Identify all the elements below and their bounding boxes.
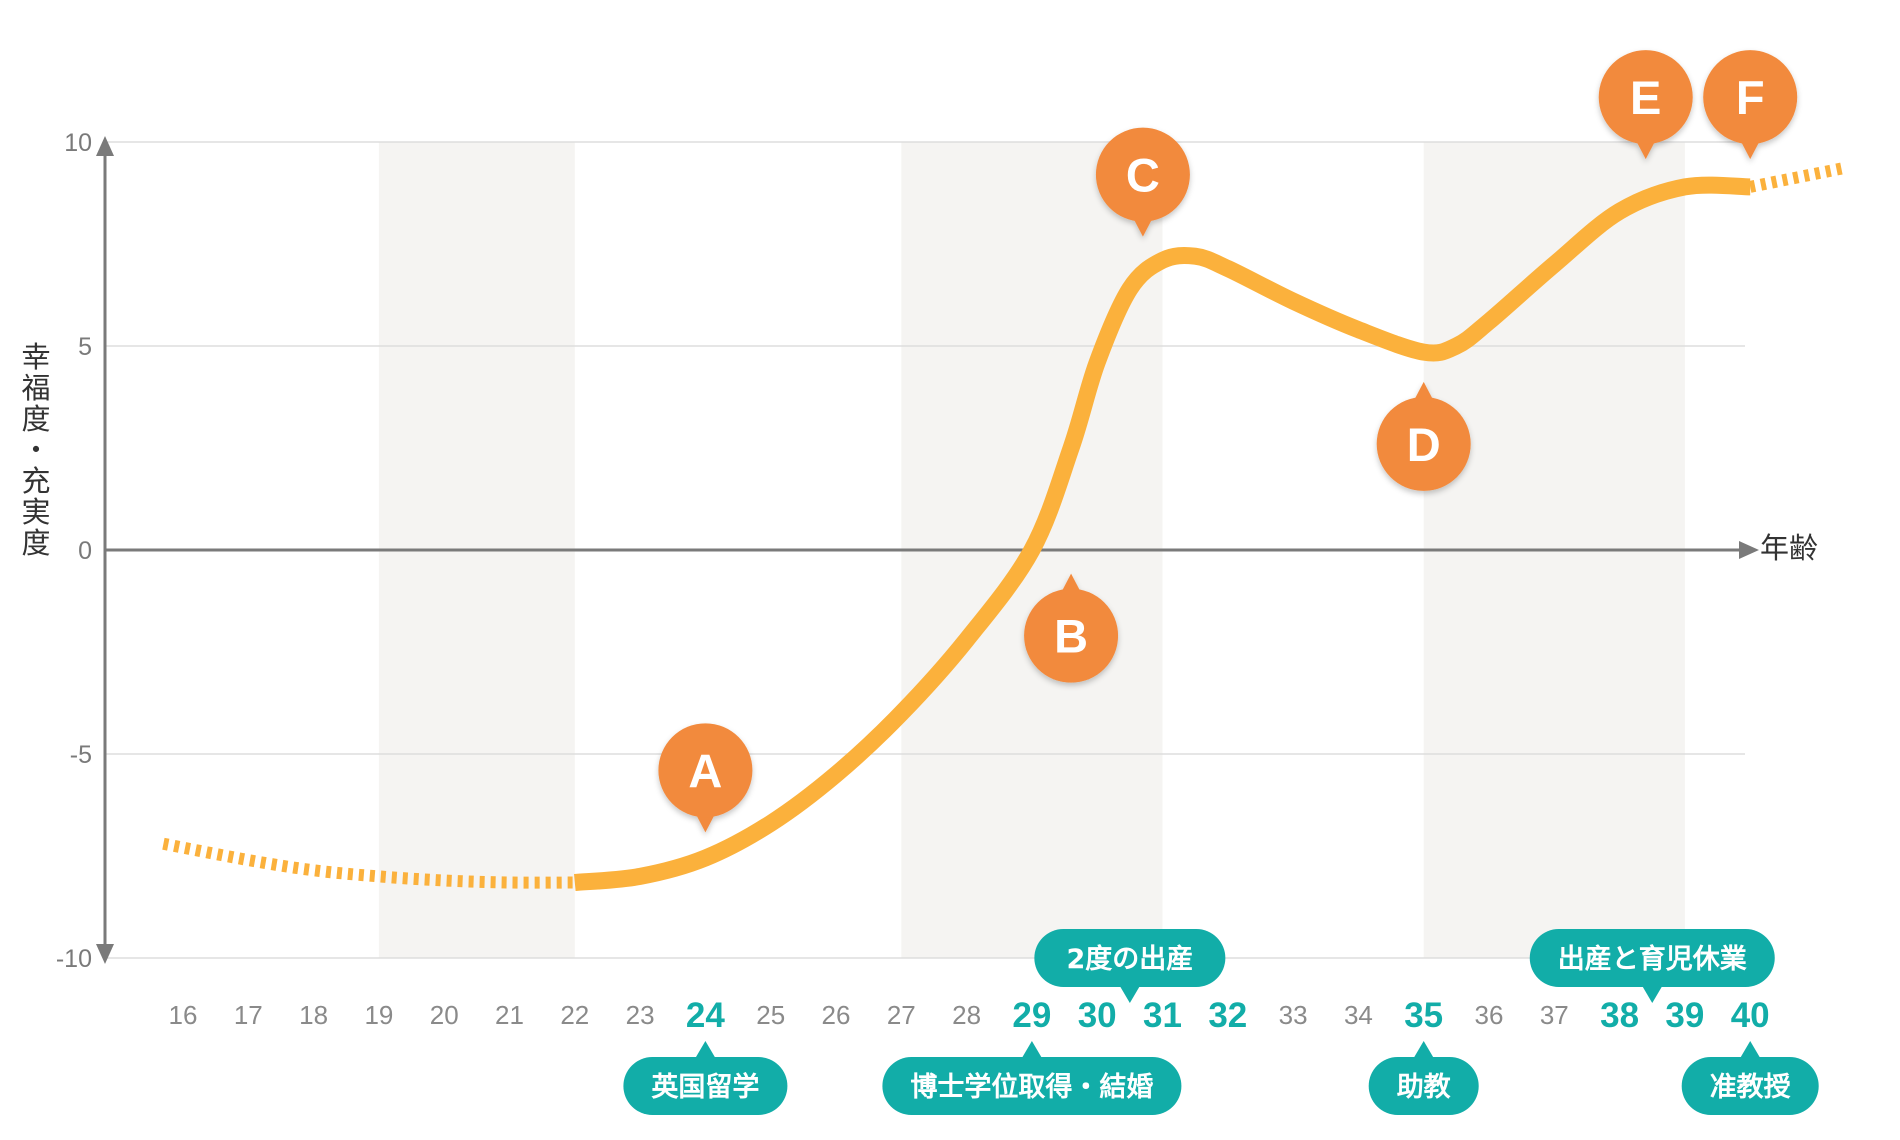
x-tick-label: 33 bbox=[1279, 1000, 1308, 1030]
x-tick-label: 24 bbox=[686, 996, 725, 1035]
y-tick-label: 10 bbox=[64, 129, 92, 157]
curve-dotted-end bbox=[1749, 162, 1843, 193]
event-pill-text: 博士学位取得・結婚 bbox=[910, 1071, 1153, 1103]
x-axis-title: 年齢 bbox=[1760, 531, 1818, 565]
x-tick-label: 31 bbox=[1143, 996, 1182, 1035]
marker-label: A bbox=[688, 744, 722, 797]
event-pill: 2度の出産 bbox=[1034, 929, 1226, 1003]
marker-label: E bbox=[1630, 71, 1661, 124]
event-pill-text: 准教授 bbox=[1710, 1072, 1791, 1103]
event-pill: 出産と育児休業 bbox=[1529, 929, 1775, 1003]
x-tick-label: 40 bbox=[1731, 996, 1770, 1035]
y-tick-label: 0 bbox=[78, 537, 92, 565]
event-pill-text: 2度の出産 bbox=[1066, 943, 1193, 975]
curve-solid bbox=[574, 176, 1751, 891]
marker-label: B bbox=[1054, 610, 1088, 663]
event-pill-bg bbox=[623, 1057, 788, 1115]
event-pill-text: 助教 bbox=[1397, 1072, 1451, 1103]
x-tick-label: 29 bbox=[1012, 996, 1051, 1035]
y-axis-arrow-bottom bbox=[96, 944, 114, 964]
y-tick-label: -5 bbox=[70, 741, 92, 769]
happiness-curve bbox=[162, 162, 1843, 891]
x-tick-labels: 16 17 18 19 20 21 22 23 24 25 26 27 28 29 30 31 32 33 34 35… bbox=[169, 996, 1770, 1035]
event-pill-pointer bbox=[1119, 986, 1140, 1003]
y-tick-labels: 10 5 0 -5 -10 bbox=[56, 129, 92, 973]
marker-circle bbox=[1024, 588, 1119, 683]
x-tick-label: 35 bbox=[1404, 996, 1443, 1035]
y-tick-label: 5 bbox=[78, 333, 92, 361]
event-pill-bg bbox=[1368, 1057, 1479, 1115]
event-markers: A B C D E F bbox=[658, 50, 1798, 833]
x-tick-label: 22 bbox=[560, 1000, 589, 1030]
x-tick-label: 16 bbox=[169, 1000, 198, 1030]
marker-circle bbox=[1376, 396, 1471, 491]
marker-circle bbox=[658, 723, 753, 818]
marker-circle bbox=[1095, 127, 1190, 222]
x-tick-label: 25 bbox=[756, 1000, 785, 1030]
x-tick-label: 23 bbox=[626, 1000, 655, 1030]
x-tick-label: 20 bbox=[430, 1000, 459, 1030]
event-pill-pointer bbox=[1642, 986, 1663, 1003]
marker-circle bbox=[1703, 50, 1798, 145]
marker-c bbox=[1095, 127, 1190, 237]
x-tick-label: 36 bbox=[1475, 1000, 1504, 1030]
axes bbox=[96, 136, 1759, 964]
x-tick-label: 27 bbox=[887, 1000, 916, 1030]
event-pill-bg bbox=[1034, 929, 1226, 987]
event-pill-text: 英国留学 bbox=[651, 1071, 759, 1103]
x-tick-label: 21 bbox=[495, 1000, 524, 1030]
event-pill-bg bbox=[882, 1057, 1182, 1115]
marker-d bbox=[1376, 381, 1471, 491]
x-tick-label: 17 bbox=[234, 1000, 263, 1030]
marker-circle bbox=[1598, 50, 1693, 145]
marker-b bbox=[1024, 573, 1119, 683]
marker-f bbox=[1703, 50, 1798, 160]
x-tick-label: 26 bbox=[822, 1000, 851, 1030]
x-tick-label: 39 bbox=[1665, 996, 1704, 1035]
x-tick-label: 30 bbox=[1078, 996, 1117, 1035]
marker-a bbox=[658, 723, 753, 833]
x-tick-label: 34 bbox=[1344, 1000, 1373, 1030]
x-axis-arrow bbox=[1739, 541, 1759, 559]
x-tick-label: 19 bbox=[364, 1000, 393, 1030]
x-tick-label: 18 bbox=[299, 1000, 328, 1030]
x-tick-label: 28 bbox=[952, 1000, 981, 1030]
y-axis-arrow-top bbox=[96, 136, 114, 156]
marker-label: D bbox=[1407, 418, 1441, 471]
event-pill-pointer bbox=[695, 1041, 716, 1058]
grid-lines bbox=[105, 141, 1745, 959]
x-tick-label: 37 bbox=[1540, 1000, 1569, 1030]
x-tick-label: 32 bbox=[1208, 996, 1247, 1035]
event-pill-pointer bbox=[1413, 1041, 1434, 1058]
y-axis-title: 幸福度・充実度 bbox=[21, 340, 50, 560]
event-pill-pointer bbox=[1021, 1041, 1042, 1058]
y-tick-label: -10 bbox=[56, 945, 92, 973]
marker-label: C bbox=[1126, 149, 1160, 202]
event-pill: 助教 bbox=[1368, 1041, 1479, 1115]
event-pill: 博士学位取得・結婚 bbox=[882, 1041, 1182, 1115]
event-pill-pointer bbox=[1740, 1041, 1761, 1058]
event-pill-bg bbox=[1681, 1057, 1819, 1115]
marker-e bbox=[1598, 50, 1693, 160]
event-pill-text: 出産と育児休業 bbox=[1558, 943, 1747, 975]
event-pill-bg bbox=[1529, 929, 1775, 987]
event-pill: 准教授 bbox=[1681, 1041, 1819, 1115]
marker-label: F bbox=[1736, 71, 1765, 124]
x-tick-label: 38 bbox=[1600, 996, 1639, 1035]
event-pill: 英国留学 bbox=[623, 1041, 788, 1115]
